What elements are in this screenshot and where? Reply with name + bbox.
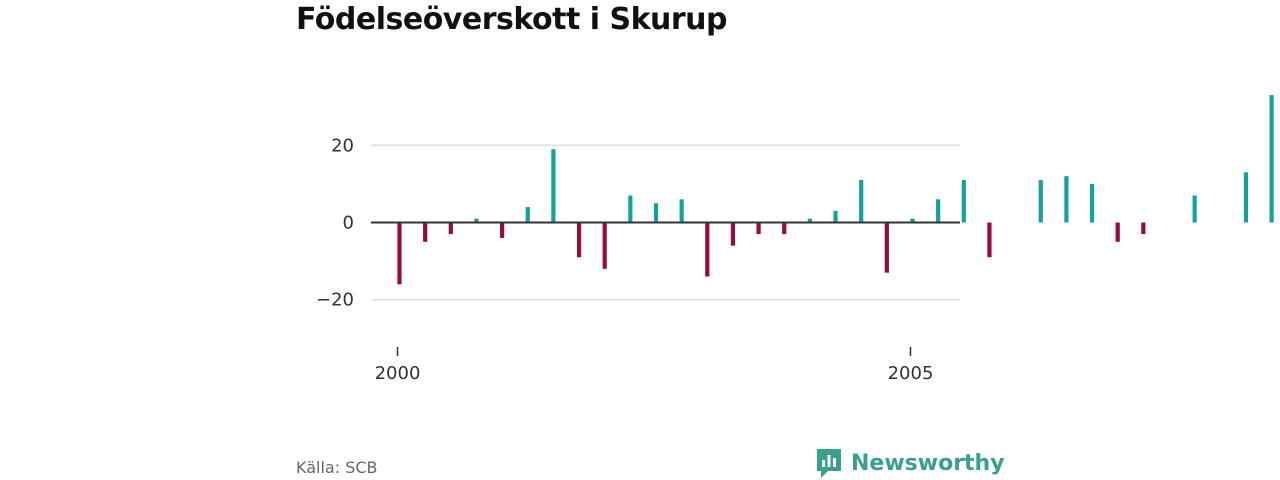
bar-2002Q3 [653, 203, 659, 223]
x-axis-ticks: 200020052010201520202025 [375, 347, 934, 384]
bar-2001Q2 [525, 207, 530, 223]
bar-2006Q2 [1038, 180, 1043, 223]
bar-2000Q2 [423, 222, 428, 242]
bar-2001Q4 [576, 222, 582, 258]
bar-2003Q1 [705, 222, 710, 277]
bar-2001Q1 [500, 222, 505, 238]
bar-2000Q4 [474, 218, 479, 223]
bar-2002Q4 [679, 199, 684, 223]
x-tick-label: 2000 [375, 363, 421, 384]
newsworthy-logo-text: Newsworthy [851, 450, 1005, 476]
bar-2003Q2 [730, 222, 736, 246]
bars [397, 95, 1274, 285]
source-note: Källa: SCB [296, 458, 378, 477]
bar-2004Q1 [807, 218, 812, 223]
bar-2008Q3 [1269, 95, 1274, 223]
bar-2000Q3 [448, 222, 453, 235]
y-tick-label: −20 [316, 290, 354, 311]
y-tick-label: 0 [343, 213, 354, 234]
bar-2006Q4 [1089, 183, 1095, 223]
newsworthy-logo-icon [817, 449, 841, 478]
bar-2000Q1 [397, 222, 402, 285]
bar-2004Q3 [859, 180, 864, 223]
bar-2002Q2 [628, 195, 633, 223]
bar-2005Q2 [936, 199, 941, 223]
bar-2002Q1 [602, 222, 607, 269]
bar-2007Q2 [1141, 222, 1146, 235]
bar-2003Q4 [782, 222, 787, 235]
bar-2005Q4 [987, 222, 992, 258]
bar-2004Q4 [884, 222, 889, 273]
y-axis-ticks: −20 0 20 [316, 135, 354, 310]
bar-2007Q1 [1115, 222, 1120, 242]
bar-2005Q3 [961, 180, 966, 223]
bar-2003Q3 [756, 222, 761, 235]
bar-2006Q3 [1064, 176, 1069, 223]
x-tick-label: 2005 [888, 363, 934, 384]
bar-2004Q2 [833, 210, 838, 223]
chart-title: Födelseöverskott i Skurup [296, 2, 728, 37]
bar-2008Q2 [1243, 172, 1249, 223]
bar-2005Q1 [910, 218, 915, 223]
newsworthy-logo[interactable]: Newsworthy [815, 447, 1005, 479]
bar-2007Q4 [1192, 195, 1197, 223]
bar-2001Q3 [551, 149, 556, 223]
y-tick-label: 20 [331, 135, 354, 156]
grid-lines [371, 144, 960, 301]
